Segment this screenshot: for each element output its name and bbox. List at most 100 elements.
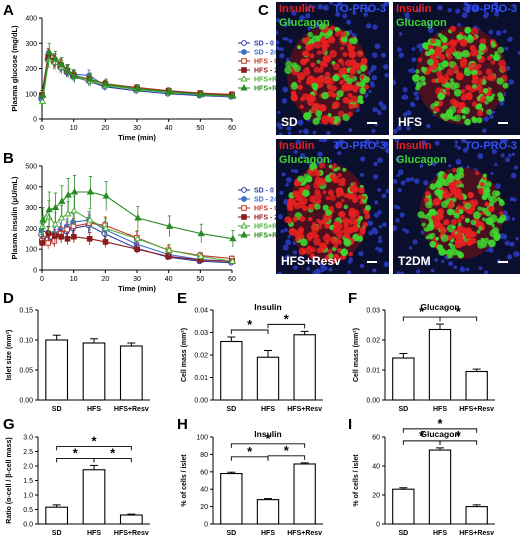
- insulin-cell: [300, 96, 305, 102]
- glucagon-cell: [486, 108, 493, 116]
- data-point: [165, 246, 173, 253]
- legend-label: HFS - 0: [254, 59, 278, 66]
- y-axis-label: Plasma glucose (mg/dL): [10, 25, 19, 112]
- glucagon-cell: [446, 252, 453, 259]
- insulin-cell: [337, 173, 342, 178]
- insulin-cell: [317, 82, 324, 88]
- insulin-cell: [347, 92, 353, 98]
- nucleus: [397, 188, 402, 193]
- insulin-cell: [453, 65, 459, 71]
- nucleus: [312, 130, 317, 135]
- bar-sd: [45, 506, 69, 525]
- glucagon-cell: [488, 219, 494, 226]
- panel-letter-f: F: [348, 290, 357, 307]
- y-tick-label: 0: [33, 117, 37, 124]
- nucleus: [317, 261, 322, 266]
- insulin-cell: [291, 198, 296, 203]
- insulin-cell: [299, 216, 306, 222]
- insulin-cell: [465, 84, 471, 91]
- nucleus: [413, 91, 419, 97]
- glucagon-cell: [493, 53, 501, 61]
- x-tick-label: 20: [101, 125, 109, 132]
- nucleus: [326, 130, 331, 135]
- significance-bracket: *: [56, 433, 132, 451]
- glucagon-cell: [425, 228, 430, 232]
- nucleus: [360, 156, 366, 162]
- chart-title: Insulin: [254, 302, 281, 312]
- nucleus: [515, 236, 519, 241]
- glucagon-cell: [482, 88, 489, 94]
- data-point: [39, 216, 47, 223]
- insulin-cell: [347, 99, 352, 104]
- insulin-cell: [490, 59, 496, 65]
- insulin-cell: [462, 59, 468, 64]
- series-hfsr-0: [38, 50, 237, 107]
- y-tick-label: 40: [200, 487, 208, 494]
- insulin-cell: [313, 237, 321, 246]
- nucleus: [509, 241, 515, 247]
- y-tick-label: 40: [372, 464, 380, 471]
- glucagon-cell: [415, 69, 420, 74]
- nucleus: [306, 266, 311, 271]
- bracket-line: [230, 329, 269, 334]
- nucleus: [404, 229, 410, 234]
- nucleus: [500, 153, 505, 158]
- scale-bar: [498, 261, 508, 263]
- data-point: [197, 252, 205, 259]
- insulin-cell: [310, 171, 316, 177]
- bar-chart-h: 0 20 40 60 80 100 % of cells / islet Insulin SD H…: [181, 429, 323, 537]
- nucleus: [348, 257, 354, 262]
- panel-letter-h: H: [177, 416, 188, 433]
- nucleus: [393, 178, 398, 184]
- insulin-cell: [444, 73, 449, 77]
- stain-label-glucagon: Glucagon: [396, 17, 447, 29]
- nucleus: [411, 57, 417, 63]
- insulin-cell: [442, 173, 449, 180]
- nucleus: [404, 12, 410, 18]
- glucagon-cell: [348, 37, 355, 44]
- nucleus: [373, 161, 378, 167]
- nucleus: [277, 271, 283, 274]
- significance-bracket: *: [439, 428, 478, 445]
- significance-star: *: [247, 444, 253, 459]
- glucagon-cell: [425, 235, 430, 240]
- legend-label: SD - 0: [254, 188, 274, 195]
- y-tick-label: 0.04: [194, 308, 208, 315]
- insulin-cell: [350, 95, 358, 103]
- nucleus: [473, 5, 479, 12]
- nucleus: [377, 109, 381, 114]
- data-point: [38, 97, 47, 104]
- insulin-cell: [455, 72, 464, 81]
- glucagon-cell: [464, 26, 472, 34]
- insulin-cell: [443, 220, 449, 226]
- glucagon-cell: [454, 173, 461, 181]
- glucagon-cell: [476, 229, 481, 234]
- nucleus: [507, 254, 513, 260]
- insulin-cell: [331, 238, 339, 246]
- insulin-cell: [447, 203, 454, 210]
- y-tick-label: 400: [25, 16, 37, 23]
- insulin-cell: [479, 38, 487, 46]
- insulin-cell: [347, 227, 354, 233]
- insulin-cell: [456, 204, 462, 210]
- nucleus: [384, 73, 389, 78]
- glucagon-cell: [357, 95, 364, 101]
- glucagon-cell: [461, 115, 466, 120]
- nucleus: [402, 228, 406, 232]
- nucleus: [283, 22, 288, 28]
- insulin-cell: [327, 248, 333, 255]
- glucagon-cell: [290, 82, 299, 90]
- insulin-cell: [302, 38, 308, 44]
- data-point: [70, 187, 79, 195]
- insulin-cell: [352, 220, 359, 226]
- significance-bracket: *: [230, 317, 269, 334]
- insulin-cell: [290, 93, 299, 102]
- insulin-cell: [292, 190, 300, 198]
- nucleus: [364, 139, 370, 144]
- nucleus: [348, 128, 353, 133]
- line-chart-a: 0 100 200 300 400 0 10 20 30 40 50 60 Time (min) Plas…: [10, 16, 303, 143]
- nucleus: [415, 96, 420, 101]
- y-tick-label: 0: [204, 522, 208, 529]
- glucagon-cell: [419, 75, 426, 82]
- y-tick-label: 20: [200, 504, 208, 511]
